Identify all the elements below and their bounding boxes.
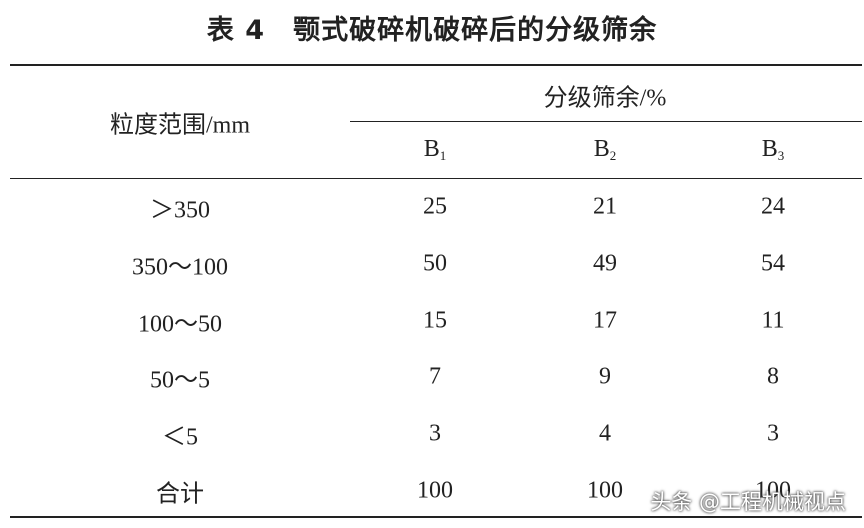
cell-value: 24	[761, 193, 785, 220]
cell-value: 50	[423, 250, 447, 277]
cell-value: 11	[761, 307, 785, 334]
row-label: 合计	[156, 481, 204, 508]
cell-value: 100	[755, 477, 791, 504]
cell-value: 7	[429, 363, 441, 390]
cell-value: 49	[593, 250, 617, 277]
cell-value: 15	[423, 307, 447, 334]
row-label: ＞350	[150, 197, 210, 224]
row-header: 粒度范围/mm	[109, 112, 251, 139]
column-subscript: 3	[777, 148, 785, 163]
column-letter: B	[423, 136, 440, 162]
cell-value: 4	[599, 420, 611, 447]
cell-value: 3	[767, 420, 779, 447]
row-label: 50～5	[150, 367, 210, 394]
column-letter: B	[761, 136, 778, 162]
header-rule	[10, 178, 862, 179]
title: 表 4 颚式破碎机破碎后的分级筛余	[206, 15, 658, 46]
group-header: 分级筛余/%	[543, 85, 667, 112]
column-header: B2	[594, 136, 617, 164]
cell-value: 9	[599, 363, 611, 390]
cell-value: 100	[417, 477, 453, 504]
cell-value: 8	[767, 363, 779, 390]
cell-value: 100	[587, 477, 623, 504]
bottom-rule	[10, 516, 862, 518]
column-subscript: 1	[439, 148, 447, 163]
column-letter: B	[593, 136, 610, 162]
cell-value: 3	[429, 420, 441, 447]
column-header: B1	[424, 136, 447, 164]
row-label: ＜5	[162, 424, 198, 451]
row-label: 100～50	[138, 311, 222, 338]
watermark: 头条 @工程机械视点	[650, 490, 846, 514]
group-rule	[350, 121, 862, 122]
cell-value: 25	[423, 193, 447, 220]
column-subscript: 2	[609, 148, 617, 163]
cell-value: 21	[593, 193, 617, 220]
cell-value: 54	[761, 250, 785, 277]
cell-value: 17	[593, 307, 617, 334]
row-label: 350～100	[132, 254, 228, 281]
top-rule	[10, 64, 862, 66]
column-header: B3	[762, 136, 785, 164]
